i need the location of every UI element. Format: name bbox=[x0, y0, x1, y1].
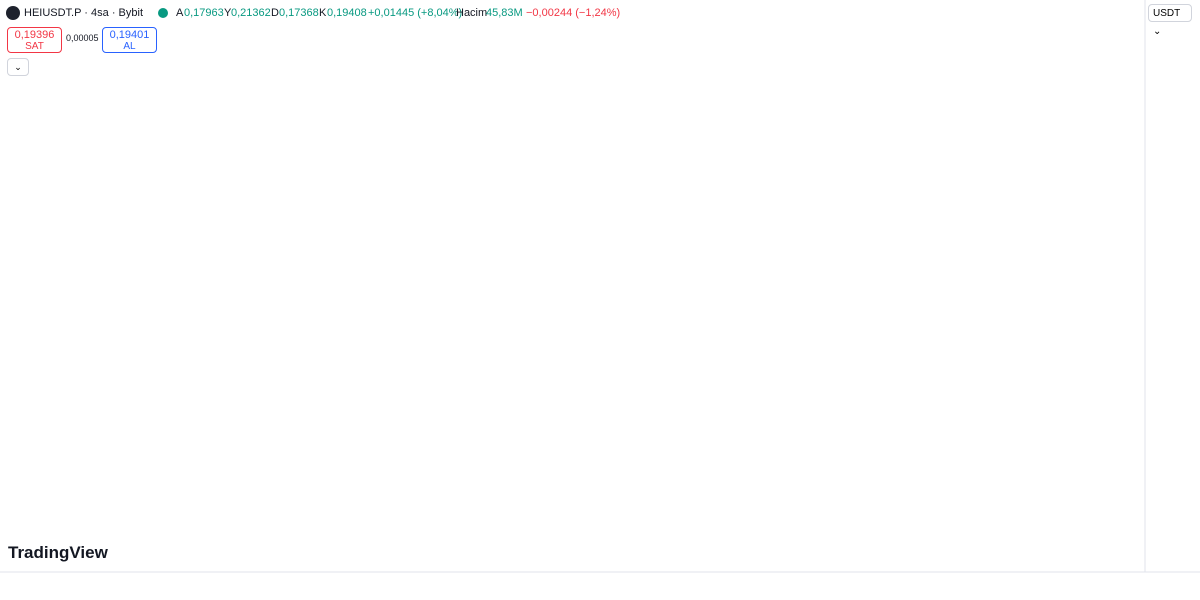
volume-label: Hacim bbox=[456, 7, 487, 19]
high-label: Y bbox=[224, 7, 232, 19]
legend: HEIUSDT.P · 4sa · Bybit A 0,17963 Y 0,21… bbox=[6, 6, 620, 20]
high-value: 0,21362 bbox=[231, 7, 271, 19]
brand-logo: TradingView bbox=[8, 543, 108, 563]
spread: 0,00005 bbox=[66, 33, 99, 43]
change: +0,01445 (+8,04%) bbox=[368, 7, 462, 19]
buy-button[interactable]: 0,19401 AL bbox=[102, 27, 157, 53]
legend-bar: HEIUSDT.P · 4sa · Bybit A 0,17963 Y 0,21… bbox=[0, 0, 1200, 26]
open-label: A bbox=[176, 7, 184, 19]
currency-select[interactable]: USDT ⌄ bbox=[1148, 4, 1192, 37]
sell-price: 0,19396 bbox=[14, 29, 55, 41]
volume-change: −0,00244 (−1,24%) bbox=[526, 7, 620, 19]
open-value: 0,17963 bbox=[184, 7, 224, 19]
low-value: 0,17368 bbox=[279, 7, 319, 19]
sell-label: SAT bbox=[25, 41, 44, 52]
sell-button[interactable]: 0,19396 SAT bbox=[7, 27, 62, 53]
status-dot bbox=[158, 8, 168, 18]
collapse-button[interactable]: ⌄ bbox=[7, 58, 29, 76]
symbol: HEIUSDT.P · 4sa · Bybit bbox=[24, 7, 143, 19]
close-value: 0,19408 bbox=[327, 7, 367, 19]
buy-price: 0,19401 bbox=[109, 29, 150, 41]
close-label: K bbox=[319, 7, 327, 19]
buy-label: AL bbox=[123, 41, 136, 52]
symbol-logo bbox=[6, 6, 20, 20]
volume-value: 45,83M bbox=[486, 7, 523, 19]
brand: TradingView bbox=[8, 543, 108, 562]
low-label: D bbox=[271, 7, 279, 19]
currency: USDT bbox=[1153, 8, 1181, 19]
